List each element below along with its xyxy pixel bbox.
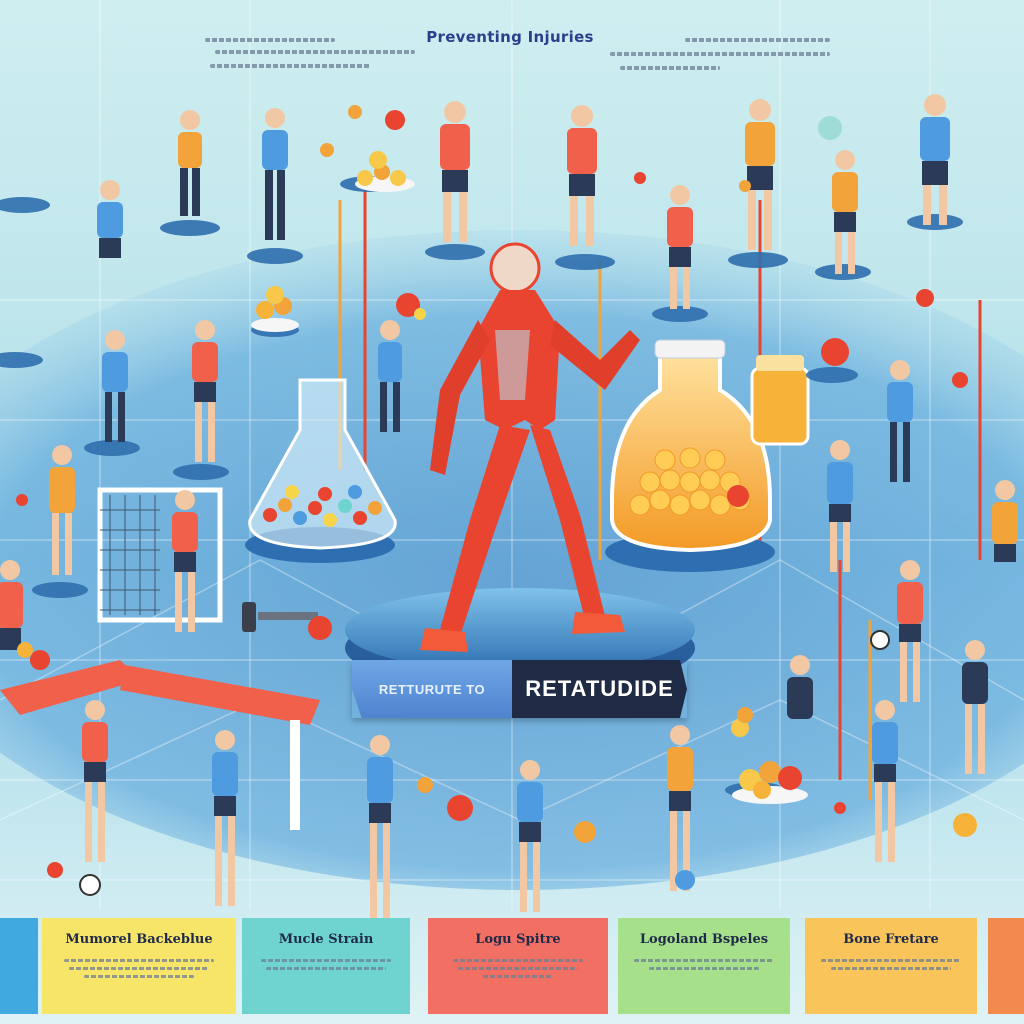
header-text-line [215, 50, 415, 54]
card-text-line [69, 967, 209, 970]
injury-card: Mumorel Backeblue [42, 918, 236, 1014]
goal-net-icon [97, 487, 223, 623]
card-text-line [821, 959, 961, 962]
injury-card: Logoland Bspeles [618, 918, 790, 1014]
supplement-bottle-icon [750, 355, 810, 446]
card-text-line [266, 967, 386, 970]
flask-icon [245, 378, 397, 563]
card-text-line [483, 975, 553, 978]
athlete-icon [0, 94, 1018, 923]
card-text-line [831, 967, 951, 970]
injury-card: Mucle Strain [242, 918, 410, 1014]
card-text-line [84, 975, 194, 978]
card-text-line [261, 959, 391, 962]
bench-left [0, 660, 320, 830]
card-text-line [649, 967, 759, 970]
supplement-bowl-icon [251, 151, 808, 804]
injury-card: Logu Spitre [428, 918, 608, 1014]
card-title: Mumorel Backeblue [65, 932, 213, 947]
banner-right-label: RETATUDIDE [512, 660, 687, 718]
card-text-line [634, 959, 774, 962]
header-text-line [610, 52, 830, 56]
header: Preventing Injuries [0, 0, 1024, 90]
anatomy-runner-icon [420, 242, 640, 652]
card-text-line [453, 959, 583, 962]
card-text-line [458, 967, 578, 970]
injury-card [988, 918, 1024, 1014]
injury-cards: Mumorel Backeblue Mucle Strain Logu Spit… [0, 918, 1024, 1014]
card-title: Logu Spitre [475, 932, 561, 947]
injury-card [0, 918, 38, 1014]
header-text-line [210, 64, 370, 68]
header-text-line [685, 38, 830, 42]
card-title: Logoland Bspeles [639, 932, 769, 947]
header-text-line [620, 66, 720, 70]
injury-card: Bone Fretare [805, 918, 977, 1014]
ball-icon [16, 105, 977, 896]
banner-left-label: RETTURUTE TO [352, 660, 512, 718]
card-text-line [64, 959, 214, 962]
dumbbell-icon [242, 602, 332, 640]
header-text-line [205, 38, 335, 42]
athlete-platforms [0, 176, 963, 798]
page-title: Preventing Injuries [426, 28, 594, 46]
card-title: Mucle Strain [278, 932, 374, 947]
card-title: Bone Fretare [843, 932, 939, 947]
center-banner: RETTURUTE TO RETATUDIDE [352, 660, 687, 718]
